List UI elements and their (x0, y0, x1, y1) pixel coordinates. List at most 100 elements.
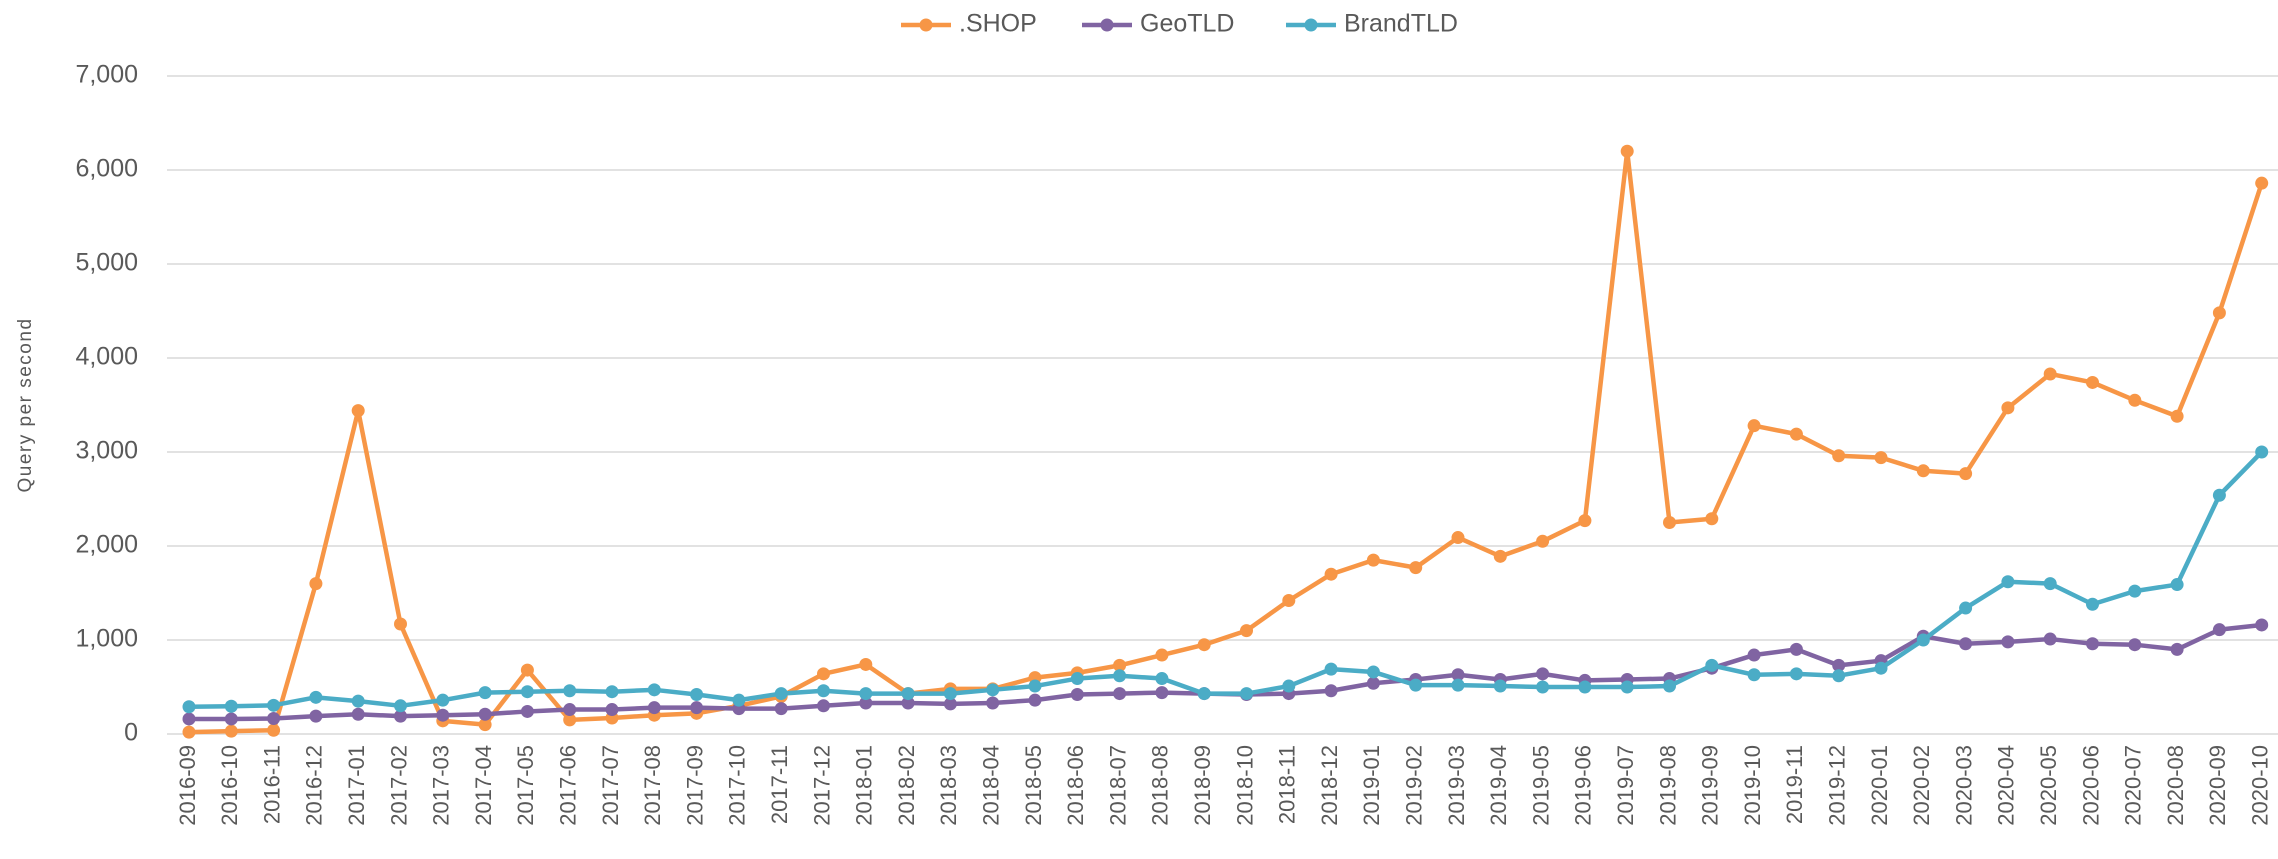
series-marker (1959, 467, 1973, 481)
x-tick-label: 2018-12 (1317, 745, 1342, 826)
x-tick-label: 2017-06 (556, 745, 581, 826)
series-marker (1409, 678, 1423, 692)
series-marker (267, 698, 281, 712)
x-tick-label: 2019-11 (1782, 745, 1807, 824)
series-marker (2001, 401, 2015, 415)
series-marker (1113, 669, 1127, 683)
series-marker (1282, 594, 1296, 608)
series-marker (647, 683, 661, 697)
series-marker (2255, 445, 2269, 459)
series-marker (2255, 176, 2269, 190)
x-tick-label: 2018-11 (1275, 745, 1300, 824)
series-marker (478, 707, 492, 721)
series-marker (520, 685, 534, 699)
y-tick-label: 6,000 (75, 155, 138, 183)
series-marker (2043, 632, 2057, 646)
x-tick-label: 2017-03 (429, 745, 454, 826)
y-tick-label: 3,000 (75, 437, 138, 465)
x-tick-label: 2017-05 (513, 745, 538, 826)
series-marker (1789, 667, 1803, 681)
x-tick-label: 2016-09 (175, 745, 200, 826)
x-tick-label: 2020-09 (2205, 745, 2230, 826)
series-marker (1789, 642, 1803, 656)
series-marker (1959, 601, 1973, 615)
series-marker (1113, 658, 1127, 672)
series-marker (478, 718, 492, 732)
x-tick-label: 2016-12 (302, 745, 327, 826)
series-marker (1832, 658, 1846, 672)
x-tick-label: 2019-08 (1655, 745, 1680, 826)
series-marker (478, 686, 492, 700)
series-marker (690, 688, 704, 702)
legend-swatch-marker (1304, 18, 1318, 32)
series-marker (1197, 687, 1211, 701)
x-tick-label: 2016-10 (217, 745, 242, 826)
x-tick-label: 2019-06 (1571, 745, 1596, 826)
x-tick-label: 2020-04 (1994, 745, 2019, 826)
x-tick-label: 2019-10 (1740, 745, 1765, 826)
series-marker (1832, 449, 1846, 463)
legend-label: GeoTLD (1140, 10, 1234, 38)
series-marker (1070, 672, 1084, 686)
series-marker (1240, 687, 1253, 701)
series-marker (859, 687, 873, 701)
series-marker (394, 617, 407, 631)
series-marker (1789, 427, 1803, 441)
series-marker (1578, 514, 1592, 528)
series-marker (859, 696, 873, 710)
series-marker (1324, 662, 1338, 676)
series-marker (690, 701, 704, 715)
series-marker (394, 709, 407, 723)
series-marker (351, 707, 365, 721)
series-marker (1916, 633, 1930, 647)
series-marker (520, 704, 534, 718)
series-marker (267, 723, 281, 737)
series-marker (1155, 648, 1169, 662)
y-tick-label: 5,000 (75, 249, 138, 277)
x-tick-label: 2020-01 (1867, 745, 1892, 826)
series-line (188, 450, 2264, 709)
series-marker (1916, 464, 1930, 478)
series-marker (1366, 553, 1380, 567)
series-marker (1240, 624, 1253, 638)
series-marker (1282, 679, 1296, 693)
series-marker (1620, 680, 1634, 694)
x-tick-label: 2019-04 (1486, 745, 1511, 826)
series-marker (1451, 678, 1465, 692)
series-marker (1451, 531, 1465, 545)
series-marker (1028, 693, 1042, 707)
series-marker (2255, 618, 2269, 632)
series-marker (1324, 567, 1338, 581)
series-marker (817, 699, 830, 713)
series-marker (563, 684, 577, 698)
y-tick-label: 1,000 (75, 625, 138, 653)
series-marker (1874, 661, 1888, 675)
series-marker (1493, 679, 1507, 693)
series-marker (943, 687, 957, 701)
series-marker (1747, 668, 1761, 682)
series-marker (1028, 679, 1042, 693)
x-tick-label: 2017-02 (386, 745, 411, 826)
x-tick-label: 2017-04 (471, 745, 496, 826)
series-marker (2128, 638, 2142, 652)
series-marker (1663, 679, 1676, 693)
x-tick-label: 2020-08 (2163, 745, 2188, 826)
x-tick-label: 2018-04 (979, 745, 1004, 826)
series-marker (2170, 409, 2184, 423)
series-marker (2128, 393, 2142, 407)
y-tick-label: 0 (124, 719, 138, 747)
x-tick-label: 2019-01 (1359, 745, 1384, 826)
x-tick-label: 2018-01 (852, 745, 877, 826)
y-tick-label: 2,000 (75, 531, 138, 559)
series-marker (2212, 488, 2226, 502)
series-marker (2170, 578, 2184, 592)
series-marker (1959, 637, 1973, 651)
series-marker (1197, 638, 1211, 652)
series-marker (817, 667, 830, 681)
x-tick-label: 2019-09 (1698, 745, 1723, 826)
legend-label: BrandTLD (1344, 10, 1458, 38)
x-tick-label: 2020-05 (2036, 745, 2061, 826)
series-marker (2170, 642, 2184, 656)
x-tick-label: 2019-03 (1444, 745, 1469, 826)
series-marker (1874, 451, 1888, 465)
